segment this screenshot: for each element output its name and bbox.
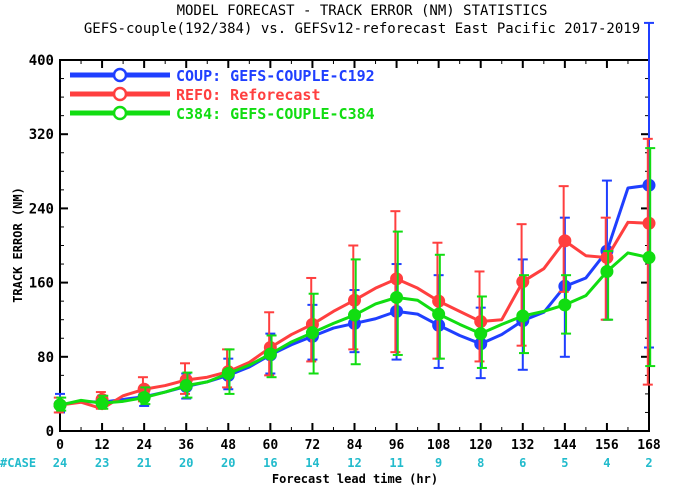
- data-point: [474, 327, 488, 341]
- x-tick-label: 144: [553, 438, 577, 453]
- data-point: [390, 272, 404, 286]
- x-tick-label: 48: [220, 438, 236, 453]
- data-point: [95, 396, 109, 410]
- case-label: #CASE: [0, 456, 36, 470]
- x-tick-label: 84: [347, 438, 363, 453]
- case-count: 6: [519, 456, 526, 470]
- series-layer: [53, 21, 656, 414]
- data-point: [642, 178, 656, 192]
- case-count-row: #CASE 24 23 21 20 20 16 14 12 11 9 8 6 5 4 2: [0, 456, 653, 470]
- data-point: [600, 264, 614, 278]
- data-point: [390, 290, 404, 304]
- legend-marker-c384: [112, 105, 128, 121]
- x-tick-label: 168: [637, 438, 661, 453]
- case-count: 8: [477, 456, 484, 470]
- x-tick-label: 0: [56, 438, 64, 453]
- case-count: 21: [137, 456, 151, 470]
- data-point: [137, 391, 151, 405]
- x-tick-label: 60: [263, 438, 279, 453]
- data-point: [516, 309, 530, 323]
- y-axis-label: TRACK ERROR (NM): [11, 187, 25, 303]
- y-tick-label: 160: [29, 276, 54, 292]
- data-point: [516, 275, 530, 289]
- data-point: [221, 366, 235, 380]
- chart-title: MODEL FORECAST - TRACK ERROR (NM) STATIS…: [177, 3, 548, 19]
- data-point: [390, 304, 404, 318]
- case-count: 24: [53, 456, 67, 470]
- x-tick-label: 12: [94, 438, 110, 453]
- case-count: 9: [435, 456, 442, 470]
- data-point: [263, 347, 277, 361]
- y-tick-label: 0: [46, 424, 54, 440]
- legend-label-refo: REFO: Reforecast: [176, 86, 321, 104]
- data-point: [53, 398, 67, 412]
- data-point: [348, 293, 361, 307]
- legend-marker-coup: [112, 67, 128, 83]
- legend-marker-refo: [112, 86, 128, 102]
- y-tick-label: 400: [29, 53, 54, 69]
- legend-label-c384: C384: GEFS-COUPLE-C384: [176, 105, 375, 123]
- y-tick-label: 320: [29, 127, 54, 143]
- y-tick-label: 80: [37, 350, 54, 366]
- case-count: 11: [389, 456, 403, 470]
- data-point: [558, 279, 572, 293]
- case-count: 14: [305, 456, 319, 470]
- x-tick-label: 132: [511, 438, 534, 453]
- data-point: [432, 294, 446, 308]
- x-tick-label: 96: [389, 438, 405, 453]
- data-point: [642, 216, 656, 230]
- case-count: 16: [263, 456, 277, 470]
- data-point: [348, 308, 361, 322]
- case-count: 20: [179, 456, 193, 470]
- chart-subtitle: GEFS-couple(192/384) vs. GEFSv12-reforec…: [84, 21, 640, 37]
- x-tick-label: 24: [136, 438, 152, 453]
- series-c384: [53, 147, 656, 412]
- x-tick-label: 120: [469, 438, 493, 453]
- data-point: [432, 307, 446, 321]
- data-point: [179, 379, 193, 393]
- case-count: 4: [603, 456, 610, 470]
- x-tick-label: 156: [595, 438, 619, 453]
- data-point: [305, 326, 319, 340]
- legend-label-coup: COUP: GEFS-COUPLE-C192: [176, 67, 375, 85]
- y-tick-label: 240: [29, 201, 54, 217]
- data-point: [642, 251, 656, 265]
- data-point: [600, 251, 614, 265]
- x-axis-label: Forecast lead time (hr): [272, 472, 438, 486]
- data-point: [474, 315, 488, 329]
- case-count: 5: [561, 456, 568, 470]
- case-count: 12: [347, 456, 361, 470]
- case-count: 23: [95, 456, 109, 470]
- x-tick-label: 72: [305, 438, 321, 453]
- case-count: 20: [221, 456, 235, 470]
- x-tick-label: 36: [178, 438, 194, 453]
- x-tick-label: 108: [427, 438, 451, 453]
- data-point: [558, 234, 572, 248]
- case-count: 2: [645, 456, 652, 470]
- data-point: [558, 298, 572, 312]
- data-point: [432, 318, 446, 332]
